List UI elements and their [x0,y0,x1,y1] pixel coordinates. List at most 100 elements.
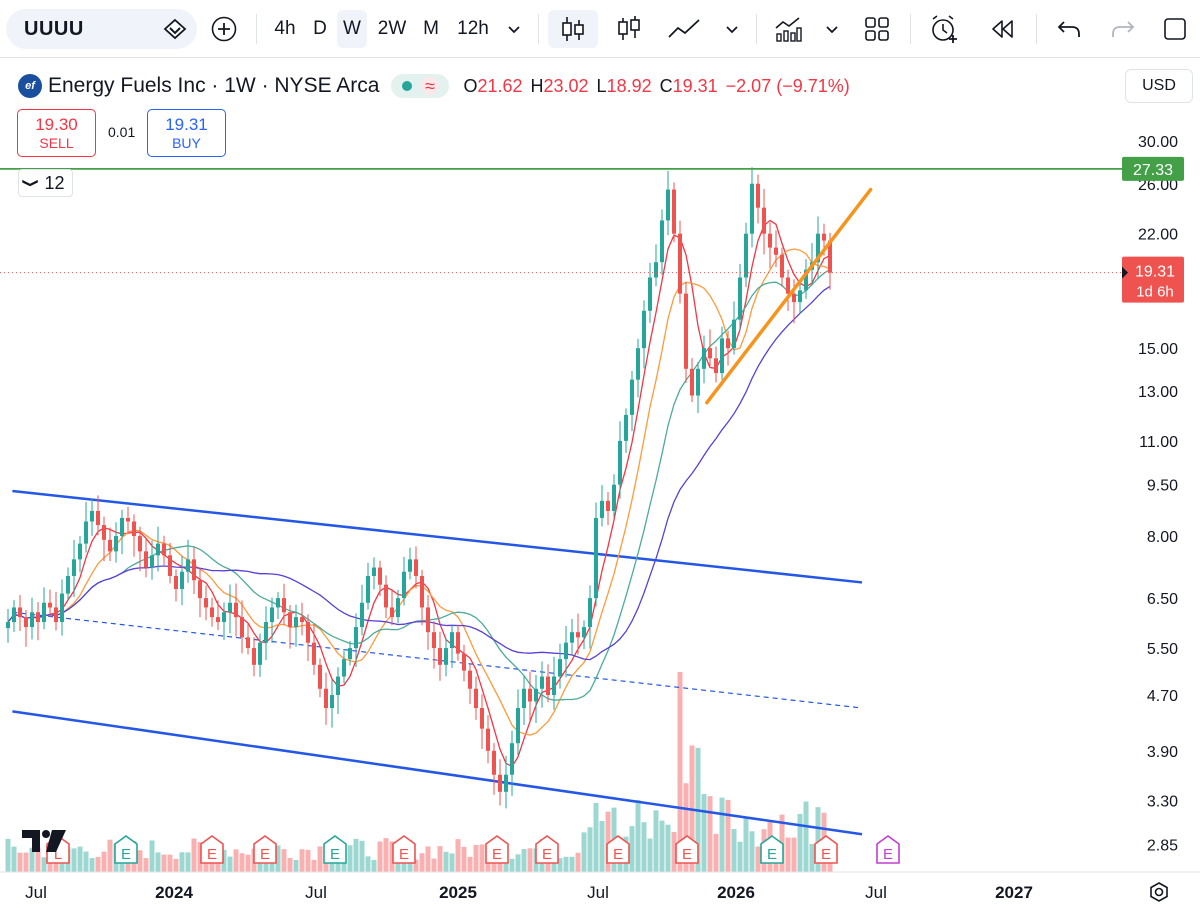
volume-bar [485,859,491,872]
volume-bar [425,846,431,872]
candle-body [126,517,130,522]
volume-bar [347,845,353,872]
volume-bar [83,851,89,872]
interval-dropdown-icon [508,26,520,34]
candle-body [54,607,58,623]
symbol-search-icon[interactable] [162,17,188,41]
candle-body [708,348,712,359]
volume-bar [635,800,641,872]
interval-dropdown-button[interactable] [500,10,528,48]
candle-body [372,567,376,576]
candle-body [60,593,64,623]
ohlc-change: −2.07 (−9.71%) [725,75,850,96]
volume-bar [809,843,815,872]
volume-bar [365,856,371,872]
candle-body [6,622,10,629]
volume-bar [701,794,707,872]
replay-button[interactable] [982,10,1022,48]
candle-body [252,648,256,665]
indicators-toggle[interactable]: ❯ 12 [18,169,73,197]
price-tick-label: 3.90 [1147,744,1178,761]
candle-body [600,500,604,518]
tradingview-logo-icon [22,830,66,852]
volume-bar [245,854,251,872]
candle-body [42,602,46,623]
interval-d[interactable]: D [313,18,327,39]
volume-bar [41,857,47,872]
earnings-marker: E [114,835,138,864]
fullscreen-button[interactable] [1156,10,1194,48]
volume-bar [737,841,743,872]
undo-button[interactable] [1050,10,1088,48]
channel-lower-line [12,710,863,836]
volume-bar [35,847,41,872]
volume-bar [605,811,611,872]
resistance-price-label: 27.33 [1133,162,1173,179]
candle-body [162,543,166,556]
candle-body [132,521,136,537]
candle-body [198,580,202,599]
bars-button[interactable] [610,10,648,48]
candle-body [432,632,436,649]
earnings-marker: E [535,835,559,864]
candle-body [702,348,706,369]
earnings-marker: E [675,835,699,864]
interval-m[interactable]: M [423,18,439,39]
candle-body [336,676,340,696]
settings-icon[interactable] [1146,879,1172,905]
earnings-marker-shape [760,835,784,864]
candle-body [666,189,670,221]
candle-body [816,233,820,263]
chart-style-dropdown-button[interactable] [718,10,746,48]
volume-bar [413,859,419,872]
indicators-count: 12 [44,172,65,193]
candle-body [564,642,568,660]
top-toolbar: UUUU 4h D W 2W M 12h [0,0,1200,58]
candle-body [288,612,292,628]
alert-button[interactable] [924,10,964,48]
indicators-button[interactable] [768,10,808,48]
earnings-marker-label: E [121,846,131,863]
volume-bar [329,858,335,872]
earnings-marker-label: E [883,846,893,863]
candle-body [804,269,808,291]
volume-bar [71,848,77,872]
line-style-button[interactable] [662,10,706,48]
legend-title[interactable]: Energy Fuels Inc · 1W · NYSE Arca [48,74,380,97]
candles-button[interactable] [548,10,598,48]
buy-button[interactable]: 19.31 BUY [147,109,226,157]
interval-4h[interactable]: 4h [274,18,296,39]
candle-body [306,622,310,643]
price-chart[interactable]: L E E E E E E E E E E E E 30.00 26.00 22.00 15.00 13.00 1… [0,58,1200,912]
spread-value: 0.01 [108,124,136,140]
volume-bar [353,838,359,872]
volume-bar [569,856,575,872]
interval-w[interactable]: W [337,10,367,48]
sell-button[interactable]: 19.30 SELL [17,109,96,157]
candle-body [648,277,652,311]
earnings-marker-shape [323,835,347,864]
add-compare-button[interactable] [205,10,243,48]
candle-body [120,517,124,537]
earnings-marker-label: E [260,846,270,863]
volume-bar [323,857,329,872]
market-status-badge[interactable]: ≈ [391,74,450,98]
volume-bar [671,831,677,872]
volume-bar [707,796,713,872]
volume-bar [515,854,521,872]
candle-body [264,622,268,643]
volume-bar [797,813,803,872]
layout-button[interactable] [858,10,896,48]
time-tick-label: Jul [865,883,887,902]
currency-selector[interactable]: USD [1125,69,1193,103]
symbol-search-box[interactable]: UUUU [6,9,197,49]
indicators-dropdown-button[interactable] [818,10,846,48]
candle-body [390,607,394,618]
interval-12h[interactable]: 12h [457,18,489,39]
earnings-marker: E [606,835,630,864]
volume-bar [719,797,725,872]
interval-2w[interactable]: 2W [377,18,407,39]
redo-button[interactable] [1104,10,1142,48]
market-open-dot [401,81,412,91]
candle-body [318,664,322,689]
